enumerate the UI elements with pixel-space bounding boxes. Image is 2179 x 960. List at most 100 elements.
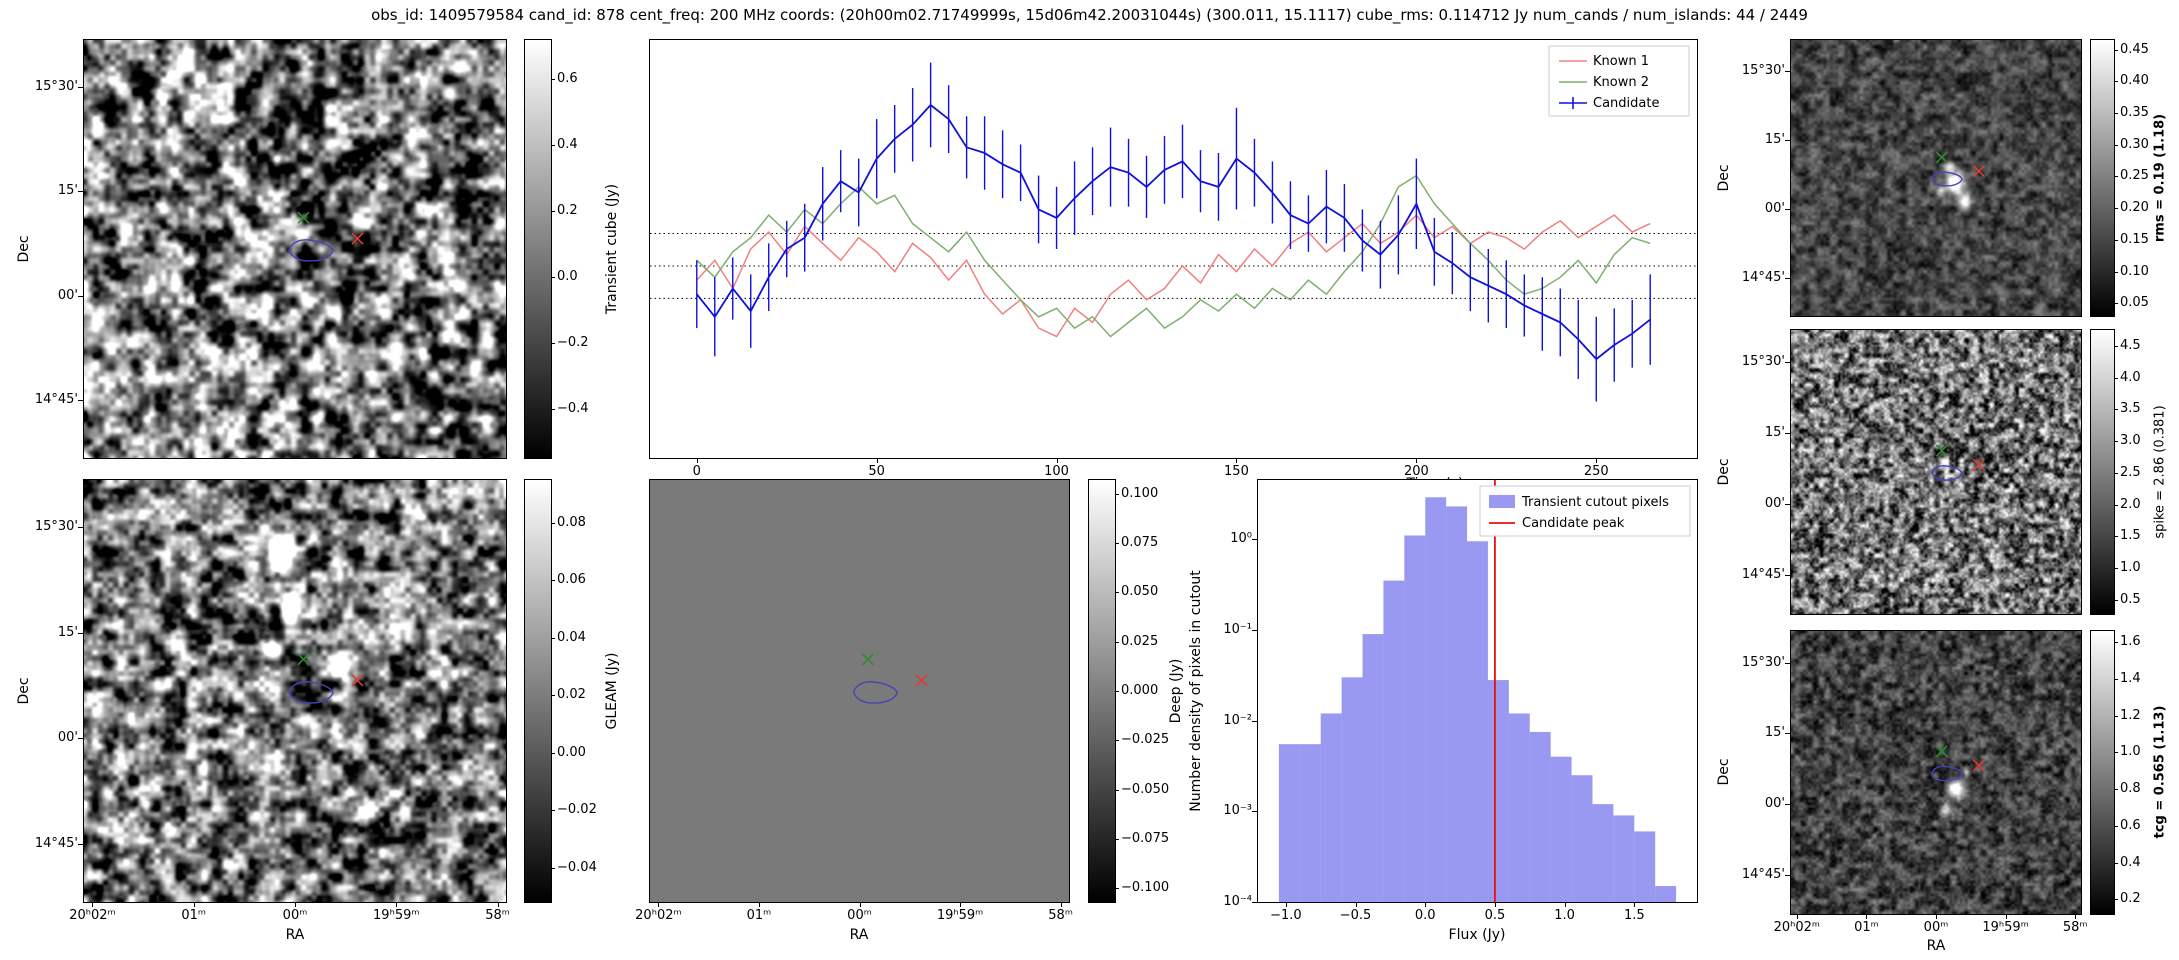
ra-tick-label: 00ᵐ — [1923, 920, 1949, 935]
known-source-marker-green — [297, 211, 310, 224]
colorbar-tick-label: 0.025 — [1121, 633, 1159, 649]
colorbar-tick-label: 0.00 — [557, 744, 586, 760]
known-source-marker-green — [1935, 444, 1948, 457]
histogram-bar — [1320, 713, 1342, 902]
colorbar-tick-mark — [2114, 899, 2118, 901]
cutout-overlay — [288, 653, 364, 704]
candidate-island-contour — [288, 239, 334, 262]
histogram-bar — [1592, 804, 1614, 902]
colorbar-tick-mark — [551, 211, 555, 213]
dec-tick-label: 15°30' — [1741, 62, 1785, 78]
colorbar-tick-mark — [1115, 888, 1119, 890]
colorbar-tick-label: −0.050 — [1121, 781, 1170, 797]
colorbar-gleam: 0.08 0.06 0.04 0.02 0.00 −0.02 −0.04 — [524, 479, 597, 903]
lightcurve-plot: Known 1 Known 2 Candidate — [650, 45, 1697, 402]
known-source-marker-green — [1935, 745, 1948, 758]
colorbar-tick-label: 0.000 — [1121, 683, 1159, 698]
rms-cutout-image — [1791, 40, 2081, 316]
cutout-overlay — [288, 211, 364, 262]
time-tick-mark — [1236, 458, 1238, 463]
colorbar-tick-mark — [2114, 345, 2118, 347]
flux-tick-mark — [1355, 902, 1357, 907]
colorbar-tick-mark — [2114, 752, 2118, 754]
colorbar-tick-mark — [551, 523, 555, 525]
known-source-marker-red — [351, 232, 364, 245]
flux-tick-label: −1.0 — [1270, 908, 1302, 923]
ra-tick-label: 58ᵐ — [1048, 908, 1073, 923]
spike-cutout-image — [1791, 330, 2081, 614]
colorbar-tick-mark — [1115, 592, 1119, 594]
candidate-line — [696, 103, 1651, 361]
known2-line — [696, 174, 1651, 338]
dec-tick-label: 15' — [57, 624, 78, 640]
colorbar-tick-label: 0.2 — [557, 203, 578, 219]
colorbar-tick-mark — [2114, 568, 2118, 570]
colorbar-tick-mark — [2114, 303, 2118, 305]
ra-tick-mark — [1866, 914, 1868, 919]
ra-tick-label: 01ᵐ — [1854, 920, 1879, 935]
colorbar-tick-mark — [551, 408, 555, 410]
colorbar-tick-label: 0.6 — [557, 71, 578, 87]
ra-tick-label: 00ᵐ — [847, 908, 872, 923]
colorbar-tick-label: 1.5 — [2120, 528, 2141, 544]
time-tick-mark — [696, 458, 698, 463]
colorbar-label-deep: Deep (Jy) — [1168, 658, 1184, 724]
density-tick-label: 10⁻² — [1223, 712, 1252, 728]
cutout-overlay — [1931, 745, 1985, 782]
dec-tick-mark — [1785, 277, 1790, 279]
dec-tick-mark — [1785, 662, 1790, 664]
dec-tick-mark — [78, 843, 83, 845]
ra-tick-mark — [1936, 914, 1937, 919]
dec-tick-mark — [1785, 139, 1790, 141]
dec-tick-label: 15' — [1764, 725, 1785, 741]
dec-tick-label: 00' — [1764, 200, 1785, 216]
dec-tick-mark — [1785, 432, 1790, 434]
histogram-bar — [1487, 680, 1509, 902]
time-tick-mark — [1416, 458, 1418, 463]
dec-tick-mark — [78, 632, 83, 634]
tcg-cutout-image — [1791, 631, 2081, 914]
colorbar-tick-mark — [1115, 740, 1119, 742]
ra-tick-mark — [758, 902, 760, 907]
colorbar-tick-mark — [2114, 715, 2118, 717]
known-source-marker-red — [915, 674, 928, 687]
histogram-ylabel: Number density of pixels in cutout — [1188, 570, 1204, 812]
histogram-bar — [1446, 506, 1468, 902]
histogram-bar — [1404, 535, 1426, 902]
dec-tick-label: 15°30' — [1741, 353, 1785, 369]
colorbar-tick-label: −0.02 — [557, 802, 597, 818]
legend-label: Known 1 — [1593, 54, 1649, 69]
histogram-bar — [1634, 831, 1656, 902]
ra-tick-mark — [960, 902, 962, 907]
histogram-bar — [1278, 744, 1300, 902]
histogram-bar — [1362, 634, 1384, 902]
time-tick-label: 0 — [692, 464, 701, 479]
colorbar-tick-label: 0.40 — [2120, 73, 2149, 89]
colorbar-gradient-spike — [2091, 330, 2114, 614]
colorbar-tick-label: 1.0 — [2120, 744, 2141, 760]
histogram-bar — [1655, 886, 1677, 902]
colorbar-tick-label: −0.2 — [557, 334, 589, 350]
dec-axis-label-transient: Dec — [16, 235, 32, 263]
panel-lightcurve: Known 1 Known 2 Candidate 0 50 100 150 200 250 — [649, 39, 1698, 479]
ra-tick-label: 19ʰ59ᵐ — [1982, 920, 2029, 935]
flux-tick-mark — [1285, 902, 1287, 907]
colorbar-label-tcg: tcg = 0.565 (1.13) — [2152, 705, 2168, 839]
known-source-marker-green — [861, 653, 874, 666]
panel-rms: 15°30' 15' 00' 14°45' — [1742, 39, 2082, 317]
ra-tick-mark — [295, 902, 296, 907]
colorbar-tick-label: 0.20 — [2120, 200, 2149, 216]
ra-tick-label: 01ᵐ — [746, 908, 772, 923]
legend-label: Candidate — [1593, 96, 1659, 111]
colorbar-deep: 0.100 0.075 0.050 0.025 0.000 −0.025 −0.050 −0.… — [1088, 479, 1169, 903]
colorbar-tick-label: 3.5 — [2120, 401, 2141, 417]
dec-tick-label: 15°30' — [34, 519, 78, 535]
cutout-overlay — [1931, 444, 1985, 481]
colorbar-tick-label: −0.100 — [1121, 880, 1170, 896]
figure-title: obs_id: 1409579584 cand_id: 878 cent_fre… — [371, 6, 1808, 24]
colorbar-spike: 4.5 4.0 3.5 3.0 2.5 2.0 1.5 1.0 0.5 — [2090, 329, 2141, 615]
deep-cutout-image — [650, 480, 1069, 902]
density-tick-label: 10⁻⁴ — [1223, 894, 1252, 909]
dec-tick-mark — [1785, 361, 1790, 363]
dec-tick-label: 15' — [1764, 131, 1785, 147]
